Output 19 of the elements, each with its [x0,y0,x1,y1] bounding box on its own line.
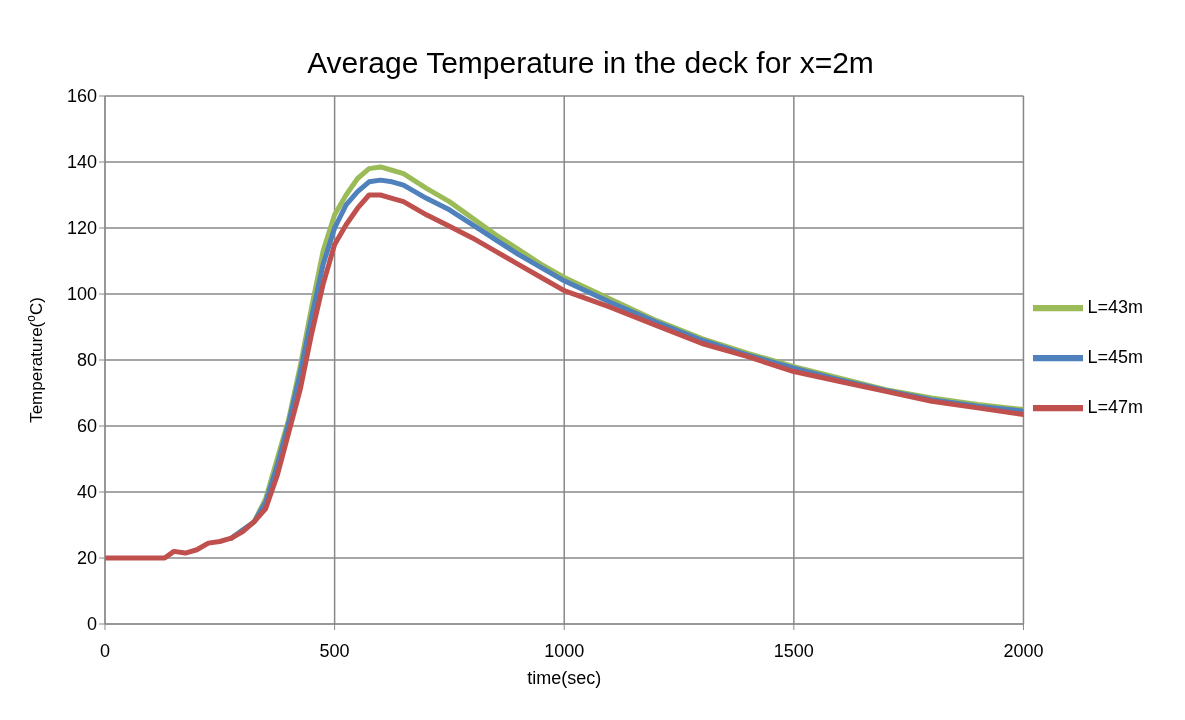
y-tick-label: 60 [76,416,97,437]
y-tick-label: 40 [76,482,97,503]
x-axis-title: time(sec) [527,668,602,688]
x-tick-label: 1000 [544,640,585,661]
legend-label: L=43m [1087,296,1143,317]
y-tick-label: 0 [86,614,97,635]
y-tick-label: 160 [66,86,97,107]
y-tick-label: 20 [76,548,97,569]
y-tick-label: 100 [66,284,97,305]
chart-title: Average Temperature in the deck for x=2m [306,46,875,80]
x-tick-label: 0 [99,640,111,661]
x-tick-label: 2000 [1003,640,1044,661]
x-tick-label: 1500 [773,640,814,661]
x-tick-label: 500 [319,640,350,661]
legend-label: L=47m [1087,397,1143,418]
legend-label: L=45m [1087,346,1143,367]
y-tick-label: 120 [66,218,97,239]
y-tick-label: 80 [76,350,97,371]
y-tick-label: 140 [66,152,97,173]
